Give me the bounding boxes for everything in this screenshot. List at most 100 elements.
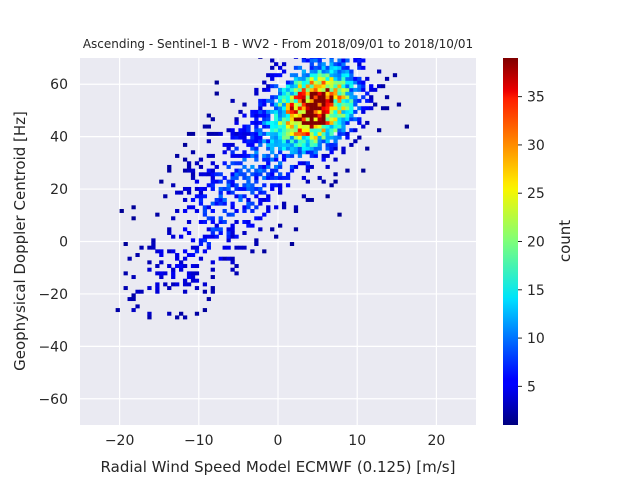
x-axis-label: Radial Wind Speed Model ECMWF (0.125) [m… <box>101 458 456 476</box>
histogram-cell <box>337 58 342 63</box>
histogram-cell <box>365 146 370 151</box>
histogram-cell <box>210 179 215 184</box>
histogram-cell <box>175 264 180 269</box>
histogram-cell <box>313 95 318 100</box>
histogram-cell <box>321 135 326 140</box>
histogram-cell <box>258 142 263 147</box>
histogram-cell <box>325 131 330 136</box>
histogram-cell <box>297 76 303 81</box>
histogram-cell <box>289 139 295 144</box>
histogram-cell <box>321 73 326 78</box>
histogram-cell <box>349 117 354 122</box>
histogram-cell <box>317 87 322 92</box>
x-tick-label: 0 <box>274 433 283 449</box>
histogram-cell <box>230 190 235 195</box>
histogram-cell <box>293 80 299 85</box>
histogram-cell <box>226 212 231 217</box>
histogram-cell <box>337 91 342 96</box>
histogram-cell <box>325 113 330 118</box>
histogram-cell <box>313 69 318 74</box>
histogram-cell <box>321 65 326 70</box>
histogram-cell <box>341 91 346 96</box>
histogram-cell <box>285 91 291 96</box>
histogram-cell <box>254 153 259 158</box>
histogram-cell <box>361 109 366 114</box>
histogram-cell <box>325 84 330 89</box>
histogram-cell <box>345 76 350 81</box>
histogram-cell <box>258 135 263 140</box>
histogram-cell <box>206 234 211 239</box>
histogram-cell <box>274 109 279 114</box>
histogram-cell <box>357 98 362 103</box>
histogram-cell <box>349 73 354 78</box>
histogram-cell <box>353 58 358 63</box>
histogram-cell <box>285 172 291 177</box>
histogram-cell <box>242 164 247 169</box>
histogram-cell <box>171 216 176 221</box>
histogram-cell <box>258 131 263 136</box>
histogram-cell <box>254 120 259 125</box>
histogram-cell <box>353 139 358 144</box>
histogram-cell <box>242 208 247 213</box>
histogram-cell <box>281 153 287 158</box>
histogram-cell <box>293 102 299 107</box>
histogram-cell <box>305 179 310 184</box>
histogram-cell <box>182 168 188 173</box>
histogram-cell <box>278 95 283 100</box>
histogram-cell <box>242 128 247 133</box>
histogram-cell <box>345 73 350 78</box>
histogram-cell <box>278 98 283 103</box>
histogram-cell <box>357 120 362 125</box>
histogram-cell <box>274 128 279 133</box>
histogram-cell <box>210 172 215 177</box>
histogram-cell <box>325 117 330 122</box>
histogram-cell <box>262 80 267 85</box>
histogram-cell <box>313 98 318 103</box>
histogram-cell <box>281 124 287 129</box>
histogram-cell <box>281 62 287 67</box>
histogram-cell <box>305 102 310 107</box>
histogram-cell <box>297 139 303 144</box>
histogram-cell <box>194 245 200 250</box>
histogram-cell <box>325 106 330 111</box>
histogram-cell <box>262 113 267 118</box>
histogram-cell <box>230 234 235 239</box>
histogram-cell <box>131 205 136 210</box>
histogram-cell <box>274 84 279 89</box>
histogram-cell <box>317 142 322 147</box>
histogram-cell <box>345 98 350 103</box>
histogram-cell <box>349 95 354 100</box>
histogram-cell <box>333 80 338 85</box>
histogram-cell <box>297 124 303 129</box>
histogram-cell <box>266 142 271 147</box>
histogram-cell <box>329 128 334 133</box>
histogram-cell <box>139 289 144 294</box>
histogram-cell <box>313 91 318 96</box>
histogram-cell <box>182 278 188 283</box>
histogram-cell <box>163 194 168 199</box>
histogram-cell <box>266 146 271 151</box>
histogram-cell <box>218 256 223 261</box>
histogram-cell <box>226 238 231 243</box>
histogram-cell <box>325 153 330 158</box>
histogram-cell <box>171 183 176 188</box>
histogram-cell <box>309 124 314 129</box>
histogram-cell <box>281 113 287 118</box>
histogram-cell <box>278 117 283 122</box>
histogram-cell <box>313 142 318 147</box>
histogram-cell <box>297 142 303 147</box>
histogram-cell <box>305 120 310 125</box>
histogram-cell <box>341 128 346 133</box>
histogram-cell <box>230 150 235 155</box>
histogram-cell <box>301 76 307 81</box>
histogram-cell <box>230 131 235 136</box>
histogram-cell <box>317 73 322 78</box>
histogram-cell <box>329 69 334 74</box>
histogram-cell <box>246 197 251 202</box>
histogram-cell <box>202 172 208 177</box>
histogram-cell <box>361 80 366 85</box>
histogram-cell <box>266 172 271 177</box>
histogram-cell <box>238 135 243 140</box>
histogram-cell <box>333 139 338 144</box>
histogram-cell <box>246 142 251 147</box>
